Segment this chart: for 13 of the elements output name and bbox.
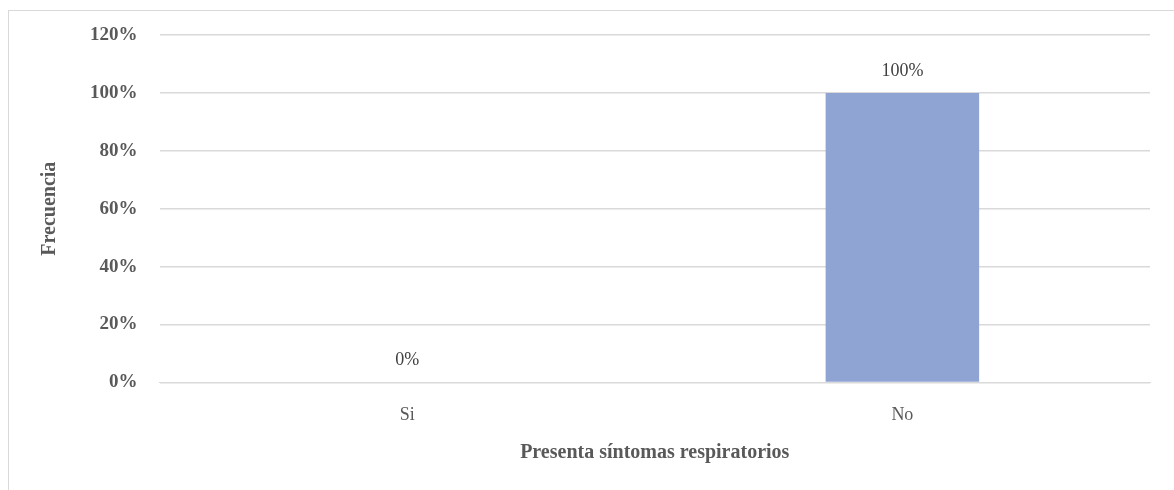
x-tick-label: No: [891, 403, 914, 424]
y-tick-label: 40%: [99, 254, 138, 276]
x-axis-title: Presenta síntomas respiratorios: [520, 440, 790, 464]
x-tick-label: Si: [399, 403, 415, 424]
y-tick-label: 60%: [99, 196, 138, 218]
y-tick-label: 120%: [90, 22, 138, 44]
data-label: 100%: [881, 59, 924, 80]
data-label: 0%: [395, 349, 420, 370]
y-tick-label: 20%: [99, 312, 138, 334]
y-tick-label: 80%: [99, 138, 138, 160]
y-axis-title: Frecuencia: [37, 161, 60, 256]
y-tick-label: 100%: [90, 80, 138, 102]
y-tick-label: 0%: [109, 370, 138, 392]
